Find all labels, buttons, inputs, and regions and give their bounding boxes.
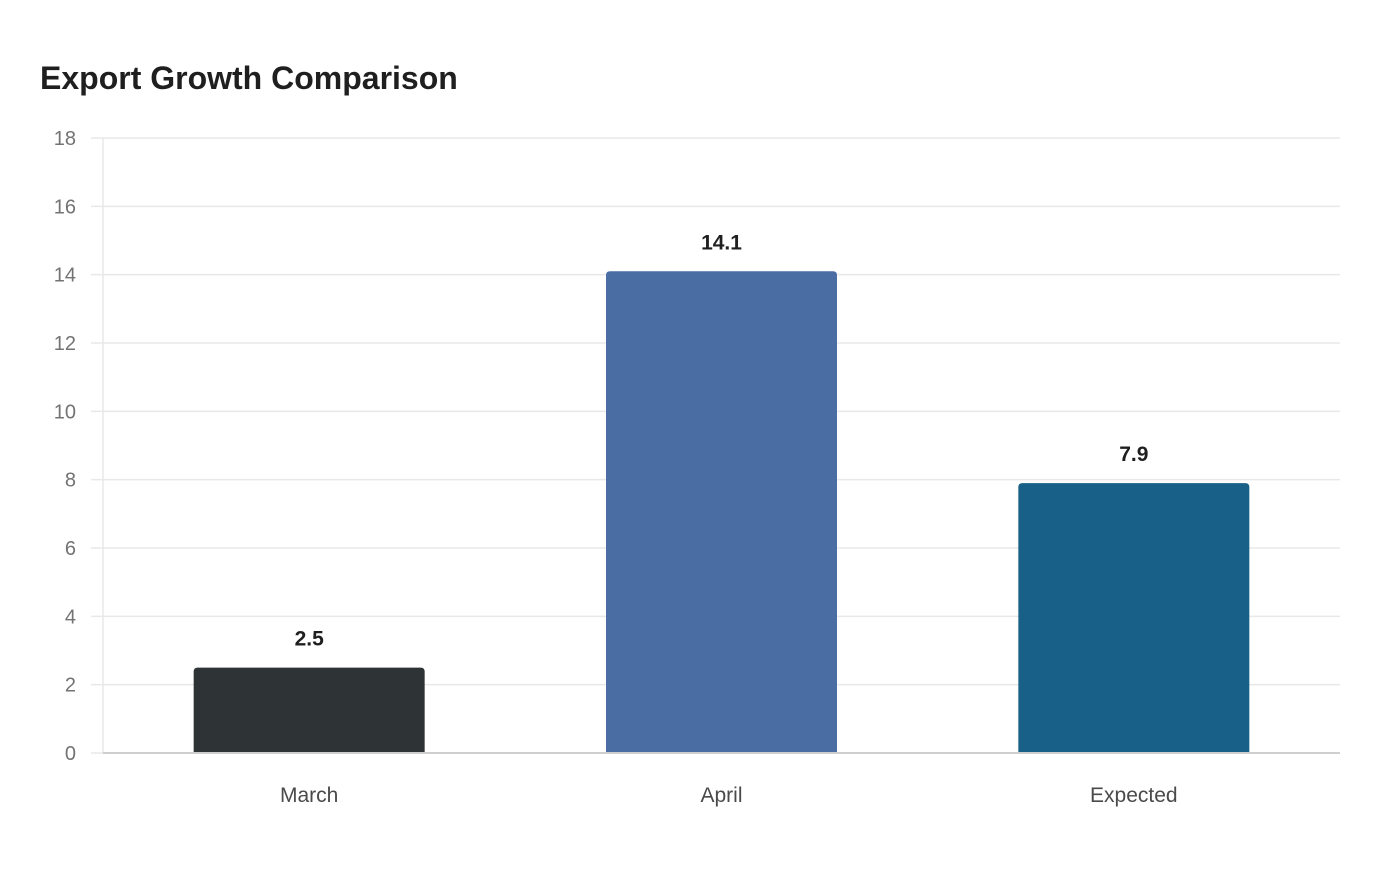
value-label: 14.1: [701, 231, 742, 254]
bar-april: [606, 271, 837, 753]
y-tick-label: 2: [65, 675, 76, 697]
y-tick-label: 14: [54, 265, 76, 287]
y-tick-label: 16: [54, 196, 76, 218]
bar-expected: [1018, 483, 1250, 753]
bars: [193, 271, 1250, 753]
value-label: 7.9: [1119, 443, 1148, 466]
chart-title: Export Growth Comparison: [40, 60, 458, 96]
y-tick-label: 4: [65, 606, 76, 628]
value-labels: 2.5 14.1 7.9: [295, 231, 1149, 650]
x-tick-label: April: [700, 784, 742, 807]
x-axis-ticks: March April Expected: [280, 784, 1178, 807]
bar-march: [193, 667, 425, 753]
y-tick-label: 6: [65, 538, 76, 560]
x-tick-label: Expected: [1090, 784, 1178, 807]
y-axis-ticks: 0 2 4 6 8 10 12 14 16 18: [54, 128, 103, 765]
y-tick-label: 10: [54, 401, 76, 423]
x-tick-label: March: [280, 784, 338, 807]
value-label: 2.5: [295, 628, 325, 651]
y-tick-label: 8: [65, 470, 76, 492]
y-tick-label: 18: [54, 128, 76, 150]
y-tick-label: 0: [65, 743, 76, 765]
y-tick-label: 12: [54, 333, 76, 355]
